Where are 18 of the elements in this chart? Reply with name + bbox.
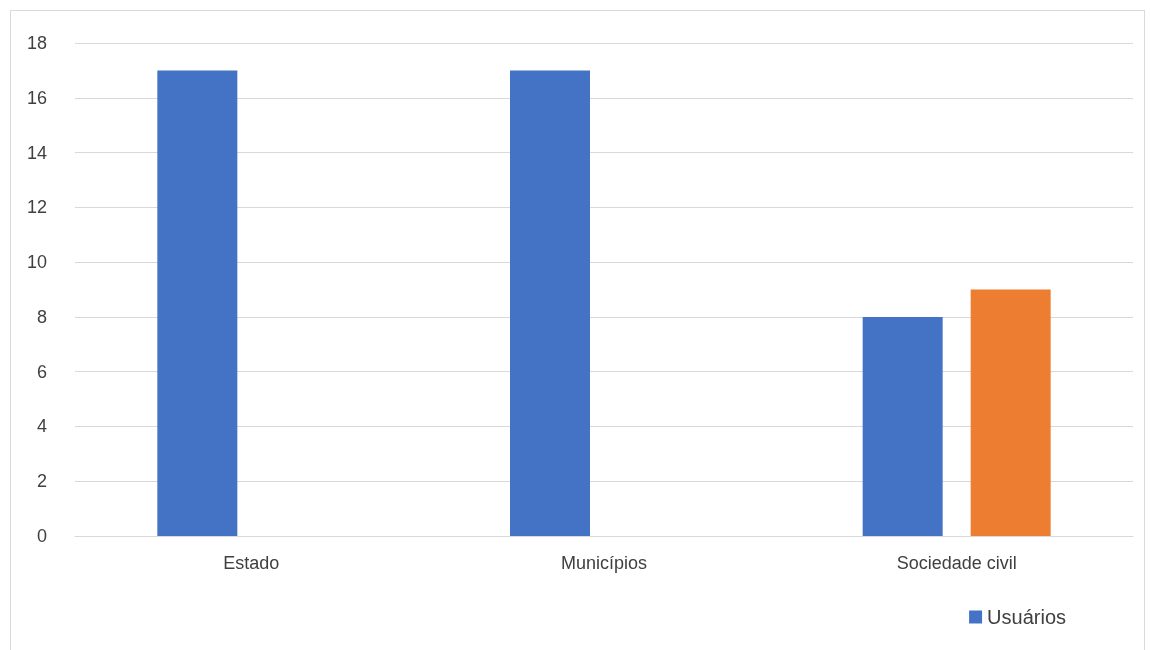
y-tick-label: 0	[36, 526, 47, 546]
x-tick-label: Municípios	[560, 553, 648, 573]
x-tick-label: Estado	[223, 553, 280, 573]
y-tick-label: 6	[36, 361, 47, 382]
y-tick-label: 14	[26, 142, 47, 163]
y-tick-label: 4	[36, 416, 47, 437]
bar	[510, 70, 590, 536]
bar	[862, 316, 943, 536]
x-tick-label: Sociedade civil	[896, 553, 1017, 573]
y-tick-label: 10	[26, 252, 47, 273]
y-tick-label: 12	[26, 197, 47, 218]
y-tick-label: 2	[36, 471, 47, 492]
bar	[970, 289, 1051, 536]
bar	[157, 70, 238, 536]
y-tick-label: 18	[26, 33, 47, 53]
y-tick-label: 8	[36, 306, 47, 327]
y-tick-label: 16	[26, 87, 47, 108]
legend-label: Usuários	[987, 606, 1067, 628]
